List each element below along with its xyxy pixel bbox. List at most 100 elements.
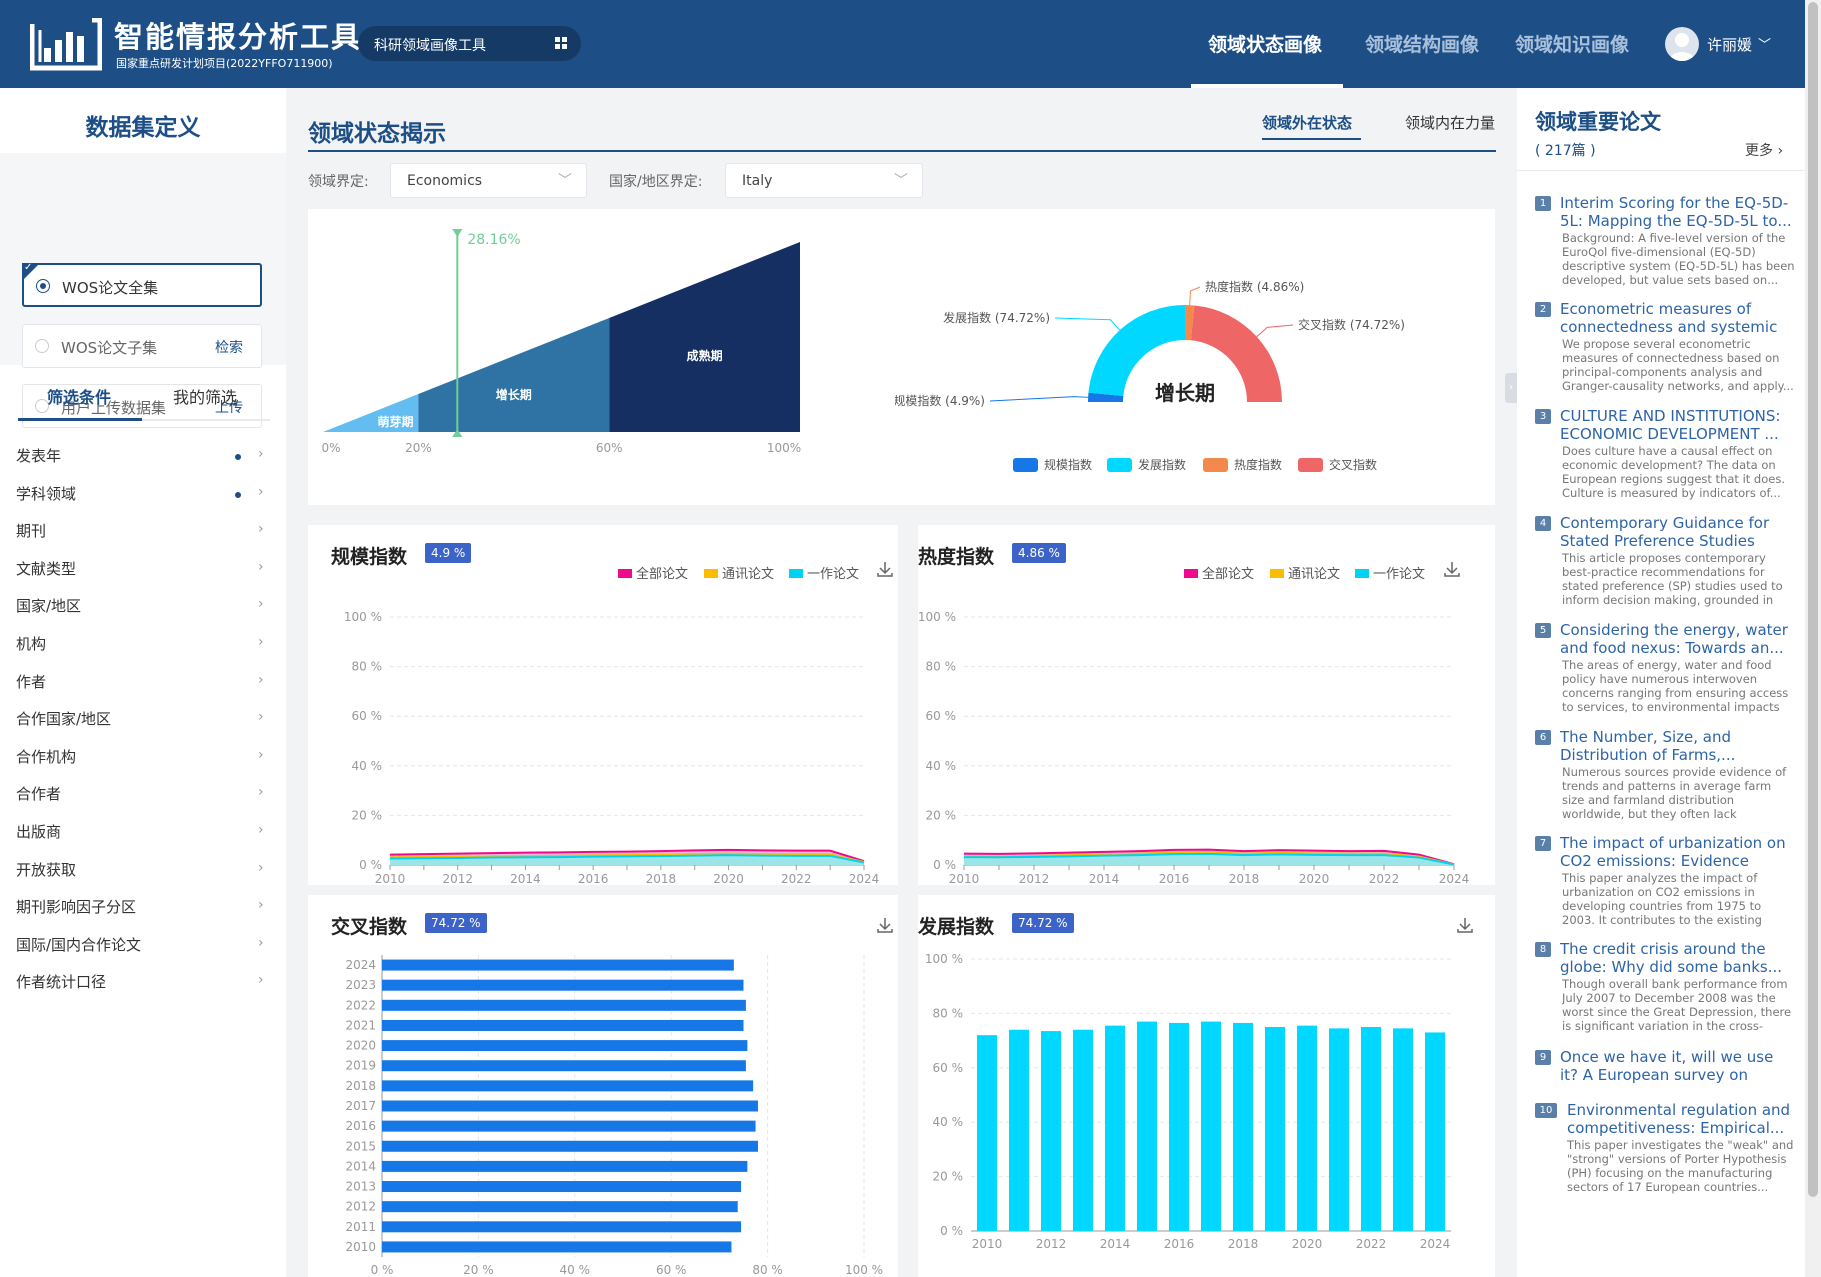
- paper-title[interactable]: Econometric measures of connectedness an…: [1560, 300, 1778, 336]
- tab-filter-conditions[interactable]: 筛选条件: [47, 388, 112, 407]
- collapse-panel-icon[interactable]: ›: [1505, 373, 1517, 403]
- important-papers-title: 领域重要论文: [1535, 110, 1661, 134]
- download-icon[interactable]: [876, 560, 894, 578]
- tab-internal-force[interactable]: 领域内在力量: [1405, 114, 1496, 132]
- legend-first-author-papers[interactable]: 一作论文: [1355, 563, 1425, 582]
- filter-item[interactable]: 出版商 ›: [16, 821, 270, 845]
- paper-title[interactable]: The Number, Size, and Distribution of Fa…: [1560, 728, 1736, 764]
- chevron-right-icon: ›: [258, 784, 264, 801]
- y-tick-label: 2023: [345, 978, 376, 992]
- filter-item[interactable]: 作者 ›: [16, 671, 270, 695]
- bar: [1233, 1022, 1253, 1231]
- y-tick-label: 80 %: [352, 660, 383, 674]
- filter-item[interactable]: 合作国家/地区 ›: [16, 708, 270, 732]
- paper-title[interactable]: Environmental regulation and competitive…: [1567, 1101, 1791, 1137]
- legend-all-papers[interactable]: 全部论文: [1184, 563, 1254, 582]
- x-tick-label: 2020: [1292, 1237, 1323, 1251]
- legend-corresponding-papers[interactable]: 通讯论文: [704, 563, 774, 582]
- bar: [382, 1100, 758, 1112]
- y-tick-label: 2015: [345, 1139, 376, 1153]
- app-subtitle: 国家重点研发计划项目(2022YFFO711900): [116, 57, 333, 70]
- filter-item[interactable]: 发表年 ›: [16, 445, 270, 469]
- x-tick-label: 60 %: [656, 1263, 687, 1275]
- filter-item[interactable]: 国家/地区 ›: [16, 595, 270, 619]
- paper-title[interactable]: The credit crisis around the globe: Why …: [1560, 940, 1783, 976]
- paper-title[interactable]: Interim Scoring for the EQ-5D-5L: Mappin…: [1560, 194, 1792, 230]
- filter-item[interactable]: 期刊影响因子分区 ›: [16, 896, 270, 920]
- radio-icon[interactable]: [36, 279, 50, 293]
- radio-icon[interactable]: [35, 399, 49, 413]
- y-tick-label: 0 %: [933, 858, 956, 872]
- filter-item[interactable]: 机构 ›: [16, 633, 270, 657]
- paper-rank-badge: 8: [1535, 942, 1551, 957]
- nav-tab-structure[interactable]: 领域结构画像: [1365, 34, 1480, 56]
- paper-title[interactable]: Once we have it, will we use it? A Europ…: [1560, 1048, 1774, 1084]
- country-label: 国家/地区界定:: [609, 174, 703, 190]
- filter-item[interactable]: 合作机构 ›: [16, 746, 270, 770]
- y-tick-label: 0 %: [940, 1224, 963, 1238]
- paper-title[interactable]: Considering the energy, water and food n…: [1560, 621, 1788, 657]
- scale-index-chart: 100 % 80 % 60 % 40 % 20 % 0 %2010 2012 2014 2016…: [344, 610, 879, 885]
- page-scrollbar[interactable]: [1805, 0, 1821, 1277]
- paper-title[interactable]: The impact of urbanization on CO2 emissi…: [1560, 834, 1786, 870]
- paper-title[interactable]: Contemporary Guidance for Stated Prefere…: [1560, 514, 1770, 550]
- user-name[interactable]: 许丽媛: [1707, 36, 1753, 54]
- filter-item[interactable]: 作者统计口径 ›: [16, 971, 270, 995]
- important-papers-count: ( 217篇 ): [1535, 143, 1596, 159]
- country-select[interactable]: Italy ﹀: [725, 163, 923, 198]
- download-icon[interactable]: [1443, 560, 1461, 578]
- lifecycle-stage-area: [323, 394, 419, 432]
- lifecycle-stage-label: 增长期: [496, 387, 532, 402]
- donut-legend-label: 发展指数: [1138, 457, 1186, 472]
- develop-index-title: 发展指数: [918, 916, 995, 938]
- chevron-down-icon[interactable]: ﹀: [1758, 38, 1772, 53]
- filter-item-label: 机构: [16, 635, 47, 653]
- filter-item-label: 发表年: [16, 447, 62, 465]
- filter-item[interactable]: 学科领域 ›: [16, 483, 270, 507]
- domain-select[interactable]: Economics ﹀: [390, 163, 587, 198]
- bar: [382, 959, 734, 971]
- bar: [1297, 1025, 1317, 1231]
- x-tick-label: 2012: [442, 872, 473, 885]
- filter-item[interactable]: 国际/国内合作论文 ›: [16, 934, 270, 958]
- legend-all-papers[interactable]: 全部论文: [618, 563, 688, 582]
- radio-icon[interactable]: [35, 339, 49, 353]
- search-link[interactable]: 检索: [215, 340, 243, 356]
- dataset-option-label: WOS论文全集: [62, 279, 159, 297]
- paper-abstract: Background: A five-level version of the …: [1562, 231, 1795, 287]
- bar: [977, 1035, 997, 1231]
- filter-item[interactable]: 开放获取 ›: [16, 859, 270, 883]
- app-title: 智能情报分析工具: [114, 20, 363, 54]
- more-link[interactable]: 更多 ›: [1745, 143, 1784, 159]
- download-icon[interactable]: [1456, 916, 1474, 934]
- upload-link[interactable]: 上传: [215, 400, 243, 416]
- develop-index-badge: 74.72 %: [1012, 913, 1074, 933]
- tab-my-filters[interactable]: 我的筛选: [173, 388, 238, 407]
- nav-tab-knowledge[interactable]: 领域知识画像: [1515, 34, 1630, 56]
- chevron-right-icon: ›: [258, 897, 264, 914]
- filter-item[interactable]: 合作者 ›: [16, 783, 270, 807]
- line-series: [389, 852, 865, 863]
- avatar[interactable]: [1665, 27, 1699, 61]
- tool-selector[interactable]: 科研领域画像工具: [358, 26, 581, 61]
- donut-legend-swatch: [1013, 458, 1038, 472]
- tab-external-status[interactable]: 领域外在状态: [1262, 114, 1353, 132]
- download-icon[interactable]: [876, 916, 894, 934]
- donut-center-label: 增长期: [1155, 381, 1215, 405]
- paper-title[interactable]: CULTURE AND INSTITUTIONS: ECONOMIC DEVEL…: [1560, 407, 1781, 443]
- dataset-option-wos-subset[interactable]: WOS论文子集 检索: [22, 324, 262, 368]
- bar: [1137, 1021, 1157, 1231]
- filter-item[interactable]: 期刊 ›: [16, 520, 270, 544]
- nav-tab-status[interactable]: 领域状态画像: [1208, 34, 1323, 56]
- legend-corresponding-papers[interactable]: 通讯论文: [1270, 563, 1340, 582]
- bar: [382, 1221, 742, 1233]
- dataset-option-wos-full[interactable]: ✓ WOS论文全集: [22, 262, 262, 307]
- nav-active-indicator: [1191, 84, 1343, 88]
- legend-first-author-papers[interactable]: 一作论文: [789, 563, 859, 582]
- lifecycle-stage-label: 萌芽期: [377, 414, 413, 429]
- x-tick-label: 0 %: [371, 1263, 394, 1275]
- filter-item-label: 合作者: [16, 785, 62, 804]
- y-tick-label: 80 %: [933, 1006, 964, 1020]
- filter-item[interactable]: 文献类型 ›: [16, 558, 270, 582]
- lifecycle-stage-area: [609, 242, 800, 432]
